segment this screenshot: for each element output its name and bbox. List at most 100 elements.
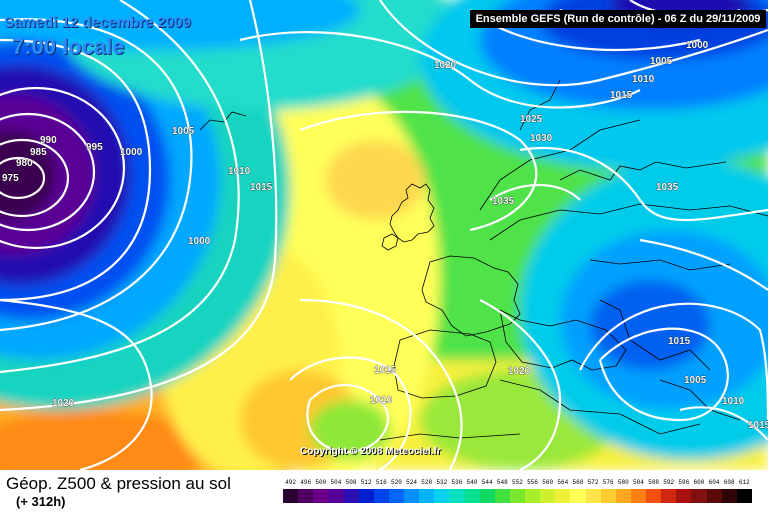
isobar-label: 1010 (632, 74, 655, 85)
isobar-label: 1015 (610, 90, 633, 101)
isobar-label: 1000 (120, 147, 143, 158)
isobar-label: 1035 (656, 182, 679, 193)
isobar-label: 1015 (748, 420, 768, 431)
scale-value-label: 536 (451, 479, 463, 486)
scale-swatch (570, 489, 586, 503)
scale-value-label: 576 (602, 479, 614, 486)
scale-value-label: 600 (693, 479, 705, 486)
scale-value-label: 524 (406, 479, 417, 486)
geopotential-field (0, 0, 768, 470)
scale-value-label: 528 (421, 479, 433, 486)
scale-swatch (600, 489, 616, 503)
scale-value-label: 564 (557, 479, 569, 486)
scale-value-label: 512 (360, 479, 372, 486)
scale-swatch (691, 489, 707, 503)
scale-value-label: 560 (542, 479, 554, 486)
isobar-label: 1005 (172, 126, 195, 137)
scale-swatch (419, 489, 435, 503)
isobar-label: 1010 (228, 166, 251, 177)
isobar-label: 1005 (684, 375, 707, 386)
scale-value-label: 516 (375, 479, 387, 486)
scale-value-label: 572 (587, 479, 599, 486)
scale-swatch (283, 489, 299, 503)
isobar-label: 990 (40, 135, 57, 146)
geopotential-map: 975 980 985 990 995 1000 1005 1010 1015 … (0, 0, 768, 470)
scale-swatch (646, 489, 662, 503)
scale-value-label: 520 (391, 479, 402, 486)
scale-value-label: 544 (481, 479, 493, 486)
isobar-label: 1015 (668, 336, 691, 347)
forecast-hours: (+ 312h) (16, 494, 66, 509)
scale-value-label: 592 (663, 479, 675, 486)
scale-swatch (706, 489, 722, 503)
scale-swatch (328, 489, 344, 503)
map-canvas: 975 980 985 990 995 1000 1005 1010 1015 … (0, 0, 768, 470)
isobar-label: 1015 (250, 182, 273, 193)
scale-value-label: 612 (738, 479, 750, 486)
forecast-time: 7:00 locale (12, 34, 125, 59)
scale-swatch (525, 489, 541, 503)
forecast-date: Samedi 12 decembre 2009 (4, 14, 191, 31)
scale-swatch (540, 489, 556, 503)
scale-swatch (343, 489, 359, 503)
scale-swatch (298, 489, 314, 503)
scale-swatch (434, 489, 450, 503)
scale-value-label: 596 (678, 479, 690, 486)
isobar-label: 1035 (492, 196, 515, 207)
isobar-label: 1020 (434, 60, 457, 71)
scale-swatch (313, 489, 329, 503)
scale-swatch (721, 489, 737, 503)
scale-value-label: 588 (648, 479, 659, 486)
copyright-notice: Copyright © 2008 Meteociel.fr (300, 446, 441, 457)
scale-swatch (373, 489, 389, 503)
isobar-label: 1020 (52, 398, 75, 409)
scale-swatch (555, 489, 571, 503)
isobar-label: 1010 (370, 395, 393, 406)
scale-value-label: 556 (527, 479, 538, 486)
scale-value-label: 580 (617, 479, 629, 486)
scale-value-label: 504 (330, 479, 342, 486)
isobar-label: 1000 (686, 40, 709, 51)
isobar-label: 1015 (374, 365, 397, 376)
color-scale-labels: 492 496 500 504 508 512 516 520 524 528 532 536 540 5… (283, 479, 752, 487)
scale-value-label: 508 (345, 479, 357, 486)
scale-swatch (615, 489, 631, 503)
scale-swatch (630, 489, 646, 503)
scale-swatch (585, 489, 601, 503)
scale-swatch (479, 489, 495, 503)
isobar-label: 1025 (520, 114, 543, 125)
map-caption: Géop. Z500 & pression au sol (6, 474, 231, 493)
scale-value-label: 568 (572, 479, 584, 486)
isobar-label: 1005 (650, 56, 673, 67)
scale-swatch (494, 489, 510, 503)
scale-value-label: 584 (633, 479, 644, 486)
scale-value-label: 500 (315, 479, 327, 486)
scale-value-label: 496 (300, 479, 312, 486)
legend-bar: Géop. Z500 & pression au sol (+ 312h) 49… (0, 470, 768, 512)
scale-swatch (676, 489, 692, 503)
isobar-label: 985 (30, 147, 47, 158)
coastlines (199, 79, 768, 441)
isobar-label: 980 (16, 158, 33, 169)
isobar-label: 995 (86, 142, 103, 153)
scale-swatch (736, 489, 752, 503)
scale-value-label: 552 (512, 479, 523, 486)
scale-value-label: 532 (436, 479, 448, 486)
isobar-label: 1030 (530, 133, 553, 144)
color-scale: 492 496 500 504 508 512 516 520 524 528 532 536 540 5… (283, 479, 752, 503)
scale-value-label: 548 (496, 479, 508, 486)
scale-swatch (661, 489, 677, 503)
scale-swatch (358, 489, 374, 503)
color-scale-swatches (283, 489, 752, 503)
scale-value-label: 540 (466, 479, 478, 486)
scale-swatch (404, 489, 420, 503)
scale-value-label: 604 (708, 479, 720, 486)
isobar-label: 1020 (508, 366, 531, 377)
isobar-label: 975 (2, 173, 19, 184)
isobar-label-group: 975 980 985 990 995 1000 1005 1010 1015 … (2, 40, 768, 432)
model-run-banner: Ensemble GEFS (Run de contrôle) - 06 Z d… (470, 10, 766, 28)
scale-value-label: 608 (723, 479, 735, 486)
scale-swatch (509, 489, 525, 503)
isobar-label: 1010 (722, 396, 745, 407)
